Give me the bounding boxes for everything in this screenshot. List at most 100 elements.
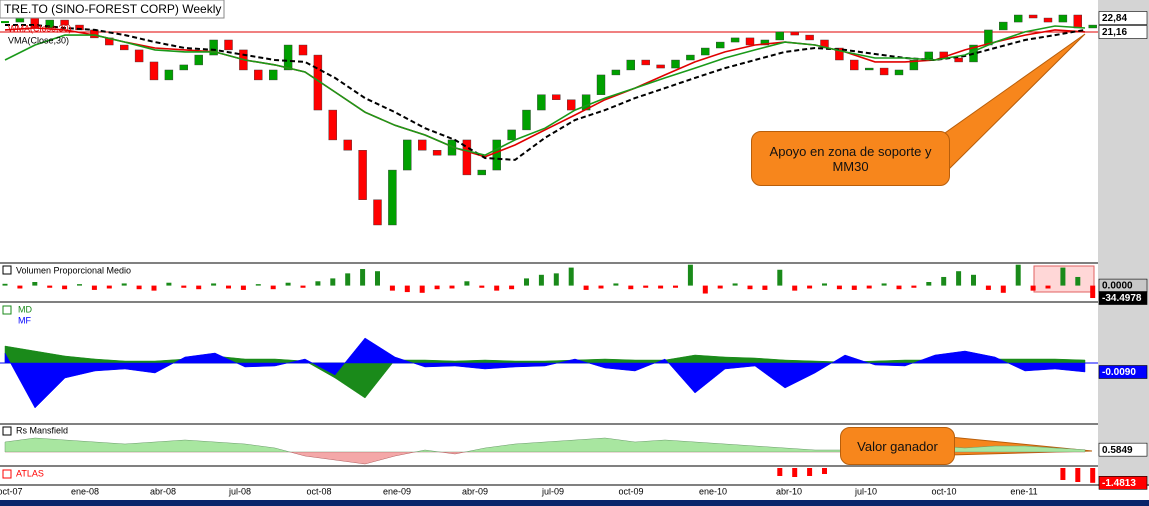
- candle: [388, 169, 397, 226]
- bar: [32, 282, 38, 286]
- candle: [730, 37, 740, 43]
- bar: [345, 273, 351, 286]
- candle: [1014, 14, 1023, 23]
- collapse-icon[interactable]: [2, 265, 12, 275]
- candle: [850, 59, 859, 71]
- bar: [91, 285, 97, 290]
- bar: [896, 285, 902, 290]
- candle: [999, 21, 1008, 31]
- x-tick-label: jul-10: [854, 486, 877, 496]
- y-tick-box: [1098, 25, 1148, 39]
- candle: [567, 99, 576, 111]
- candle: [45, 19, 54, 29]
- bar: [643, 285, 649, 288]
- bar: [240, 285, 246, 290]
- candle: [343, 139, 352, 151]
- bar: [136, 285, 142, 290]
- bar: [121, 283, 127, 286]
- bar: [17, 285, 23, 289]
- bar: [494, 285, 500, 291]
- bar: [419, 285, 425, 293]
- candle: [1073, 14, 1083, 29]
- bar: [255, 284, 261, 286]
- y-tick-label: -1.4813: [1102, 478, 1136, 489]
- bar: [360, 269, 366, 286]
- bar: [807, 468, 813, 476]
- collapse-icon[interactable]: [2, 305, 12, 315]
- bar: [568, 267, 574, 286]
- bar: [404, 285, 410, 293]
- bar: [971, 274, 976, 286]
- candle: [283, 44, 293, 71]
- bar: [985, 285, 991, 290]
- bar: [166, 282, 172, 286]
- candle: [909, 59, 919, 71]
- bar: [1045, 285, 1051, 289]
- bar: [285, 282, 291, 286]
- candle: [686, 54, 695, 61]
- bar: [822, 468, 827, 474]
- bar: [792, 285, 798, 291]
- y-tick-label: 0.0000: [1102, 281, 1133, 292]
- bar: [673, 285, 678, 288]
- x-tick-label: ene-11: [1010, 486, 1037, 496]
- bar: [77, 284, 82, 286]
- moving-average: [4, 25, 1086, 157]
- x-tick-label: abr-08: [150, 486, 176, 496]
- bar: [2, 283, 8, 286]
- candle: [671, 59, 680, 69]
- candle: [15, 17, 25, 23]
- bar: [717, 285, 723, 289]
- bar: [464, 281, 470, 286]
- x-tick-label: oct-09: [618, 486, 643, 496]
- x-tick-label: ene-08: [71, 486, 99, 496]
- candle: [745, 37, 755, 46]
- candle: [209, 39, 218, 56]
- candle: [1028, 14, 1038, 19]
- bar: [956, 271, 962, 286]
- candle: [60, 19, 69, 26]
- candle: [596, 74, 606, 95]
- candle: [537, 94, 546, 111]
- candle: [790, 31, 799, 36]
- x-tick-label: jul-08: [228, 486, 251, 496]
- bar: [807, 285, 813, 289]
- bar: [315, 281, 321, 286]
- candle: [656, 64, 665, 69]
- candle: [492, 139, 501, 171]
- panel-title: Volumen Proporcional Medio: [16, 265, 131, 275]
- y-tick-box: [1098, 442, 1148, 457]
- panel-title: Rs Mansfield: [16, 425, 68, 435]
- bar: [330, 278, 336, 286]
- y-tick-label: 21,16: [1102, 27, 1127, 38]
- bar: [851, 285, 857, 290]
- bar: [509, 285, 515, 290]
- bar: [1060, 267, 1066, 286]
- bar: [926, 282, 932, 286]
- bar: [270, 285, 276, 290]
- collapse-icon[interactable]: [2, 469, 12, 479]
- moving-average: [4, 27, 1086, 158]
- candle: [134, 49, 144, 63]
- candle: [879, 67, 889, 76]
- candle: [254, 69, 263, 81]
- bar: [866, 285, 872, 289]
- bar: [747, 285, 753, 290]
- bar: [732, 283, 738, 286]
- candle: [820, 39, 829, 49]
- collapse-icon[interactable]: [2, 426, 12, 436]
- bar: [226, 285, 231, 289]
- candle: [1058, 14, 1068, 23]
- candle: [194, 54, 203, 66]
- candle: [507, 129, 516, 141]
- candle: [775, 31, 784, 41]
- candle: [552, 94, 561, 100]
- bar: [777, 269, 783, 286]
- bar: [389, 285, 395, 291]
- bar: [777, 468, 783, 476]
- bar: [553, 273, 559, 286]
- candle: [641, 59, 650, 66]
- y-tick-box: [1098, 291, 1148, 305]
- bar: [300, 285, 306, 288]
